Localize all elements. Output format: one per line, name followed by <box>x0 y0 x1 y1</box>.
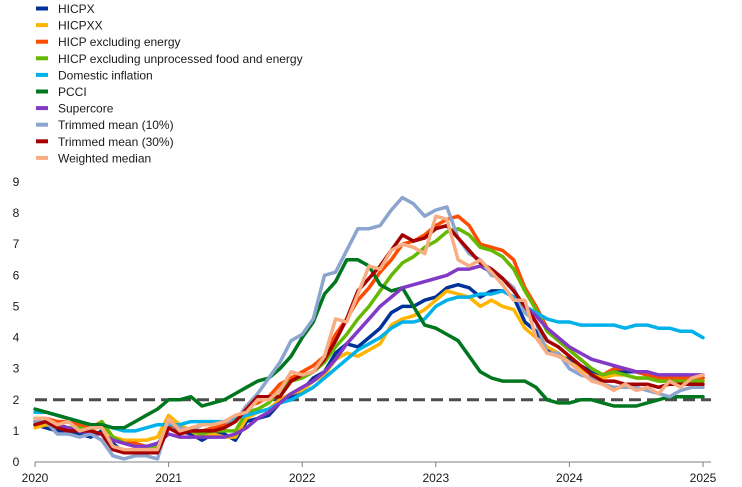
y-tick-label: 1 <box>13 424 20 438</box>
legend-swatch <box>36 39 48 44</box>
series-line-1 <box>33 289 705 442</box>
legend-label: Weighted median <box>58 151 151 165</box>
legend-label: HICPX <box>58 2 95 16</box>
y-tick-label: 9 <box>13 175 20 189</box>
chart-axes: 0 1 2 3 4 5 6 7 8 9 2020 2021 2022 2023 2024 2025 <box>13 175 717 485</box>
legend-swatch <box>36 56 48 61</box>
legend-label: HICPXX <box>58 19 103 33</box>
y-tick-label: 7 <box>13 237 20 251</box>
series-layer <box>33 195 705 461</box>
y-tick-label: 4 <box>13 331 20 345</box>
x-tick-label: 2022 <box>289 471 316 485</box>
legend-label: Domestic inflation <box>58 68 153 82</box>
series-line-8 <box>33 223 705 455</box>
legend-swatch <box>36 89 48 94</box>
legend-swatch <box>36 122 48 127</box>
legend-label: PCCI <box>58 85 87 99</box>
legend-label: Trimmed mean (10%) <box>58 118 174 132</box>
chart-legend: HICPX HICPXX HICP excluding energy HICP exc… <box>36 2 303 165</box>
y-tick-label: 3 <box>13 362 20 376</box>
legend-label: HICP excluding unprocessed food and ener… <box>58 52 303 66</box>
series-line-9 <box>33 214 705 452</box>
y-tick-label: 5 <box>13 299 20 313</box>
legend-swatch <box>36 72 48 77</box>
x-tick-label: 2023 <box>422 471 449 485</box>
y-tick-label: 8 <box>13 206 20 220</box>
legend-swatch <box>36 106 48 111</box>
legend-swatch <box>36 23 48 28</box>
legend-label: Trimmed mean (30%) <box>58 135 174 149</box>
series-line-0 <box>33 282 705 455</box>
series-line-6 <box>33 264 705 449</box>
legend-swatch <box>36 6 48 11</box>
series-line-2 <box>33 214 705 449</box>
legend-label: Supercore <box>58 102 114 116</box>
series-line-7 <box>33 195 705 461</box>
legend-swatch <box>36 139 48 144</box>
y-tick-label: 2 <box>13 393 20 407</box>
series-line-4 <box>33 289 705 433</box>
x-tick-label: 2025 <box>690 471 717 485</box>
y-tick-label: 0 <box>13 455 20 469</box>
x-tick-label: 2020 <box>22 471 49 485</box>
x-tick-label: 2021 <box>155 471 182 485</box>
x-tick-label: 2024 <box>556 471 583 485</box>
legend-swatch <box>36 155 48 160</box>
y-tick-label: 6 <box>13 268 20 282</box>
legend-label: HICP excluding energy <box>58 35 181 49</box>
